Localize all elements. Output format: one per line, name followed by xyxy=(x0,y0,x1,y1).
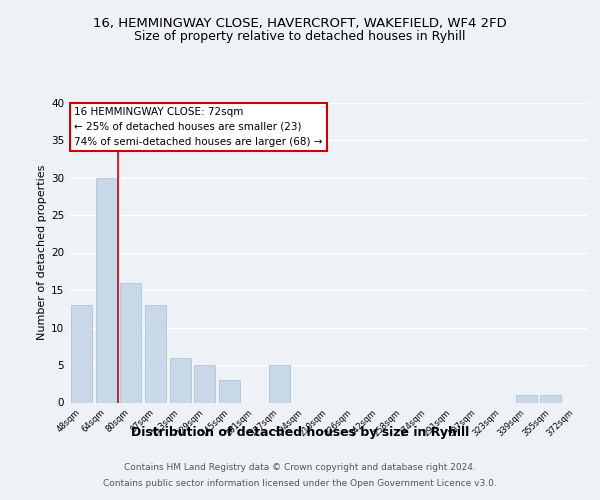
Bar xyxy=(145,305,166,402)
Text: Contains HM Land Registry data © Crown copyright and database right 2024.: Contains HM Land Registry data © Crown c… xyxy=(124,464,476,472)
Bar xyxy=(516,395,537,402)
Bar xyxy=(219,380,240,402)
Bar xyxy=(541,395,562,402)
Y-axis label: Number of detached properties: Number of detached properties xyxy=(37,165,47,340)
Text: 16 HEMMINGWAY CLOSE: 72sqm
← 25% of detached houses are smaller (23)
74% of semi: 16 HEMMINGWAY CLOSE: 72sqm ← 25% of deta… xyxy=(74,107,323,146)
Bar xyxy=(194,365,215,403)
Text: Contains public sector information licensed under the Open Government Licence v3: Contains public sector information licen… xyxy=(103,478,497,488)
Bar xyxy=(170,358,191,403)
Bar xyxy=(71,305,92,402)
Bar xyxy=(269,365,290,403)
Text: Distribution of detached houses by size in Ryhill: Distribution of detached houses by size … xyxy=(131,426,469,439)
Bar xyxy=(95,178,116,402)
Bar xyxy=(120,282,141,403)
Text: 16, HEMMINGWAY CLOSE, HAVERCROFT, WAKEFIELD, WF4 2FD: 16, HEMMINGWAY CLOSE, HAVERCROFT, WAKEFI… xyxy=(93,18,507,30)
Text: Size of property relative to detached houses in Ryhill: Size of property relative to detached ho… xyxy=(134,30,466,43)
